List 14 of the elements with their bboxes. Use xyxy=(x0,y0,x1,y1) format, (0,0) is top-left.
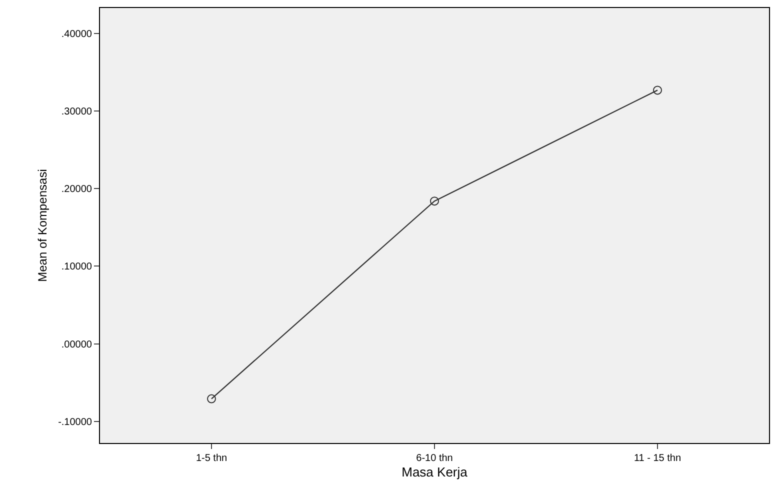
y-tick-label: .10000 xyxy=(61,262,92,273)
x-tick-label: 1-5 thn xyxy=(196,453,228,464)
y-tick-label: .30000 xyxy=(61,106,92,118)
point xyxy=(653,86,662,95)
y-tick-label: -.10000 xyxy=(58,416,92,428)
y-tick-label: .00000 xyxy=(61,339,92,350)
x-axis-title: Masa Kerja xyxy=(402,464,468,480)
y-tick-label: .20000 xyxy=(61,184,92,196)
y-tick-label: .40000 xyxy=(61,29,92,40)
x-tick-label: 6-10 thn xyxy=(416,453,453,464)
y-axis-title: Mean of Kompensasi xyxy=(35,169,50,282)
point xyxy=(430,196,439,206)
point xyxy=(207,394,216,404)
x-tick-label: 11 - 15 thn xyxy=(634,453,682,464)
